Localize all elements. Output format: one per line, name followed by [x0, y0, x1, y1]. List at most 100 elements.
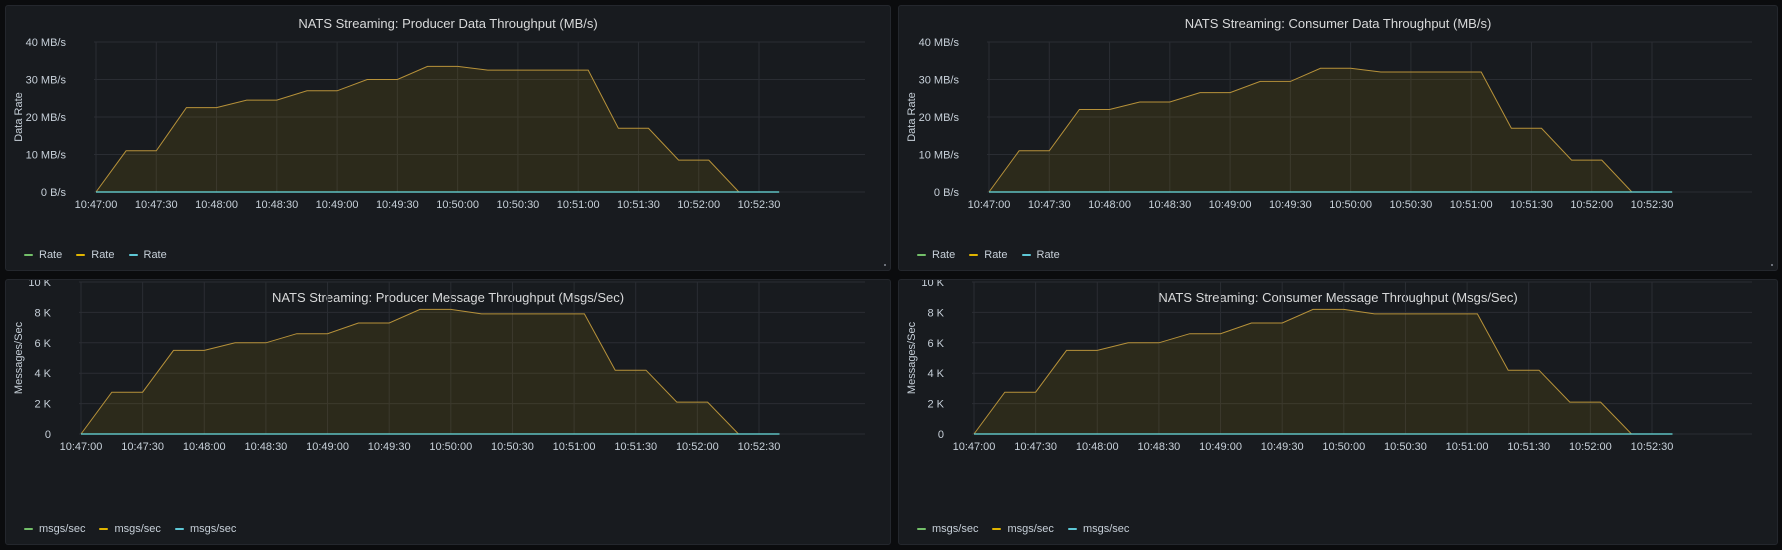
legend-item[interactable]: msgs/sec	[1067, 523, 1130, 535]
chart-consumer-data-throughput[interactable]: 0 B/s 10 MB/s 20 MB/s 30 MB/s 40 MB/s 10:47:0…	[899, 6, 1779, 272]
x-tick-label: 10:48:30	[1148, 199, 1191, 211]
x-tick-label: 10:51:30	[617, 199, 660, 211]
x-tick-label: 10:50:00	[1322, 441, 1365, 453]
legend-item[interactable]: msgs/sec	[992, 523, 1054, 535]
panel-consumer-message-throughput[interactable]: NATS Streaming: Consumer Message Through…	[898, 279, 1778, 545]
y-tick-label: 8 K	[34, 307, 51, 319]
legend-item[interactable]: msgs/sec	[24, 523, 85, 535]
legend-swatch	[76, 254, 86, 256]
x-tick-label: 10:48:30	[1137, 441, 1180, 453]
x-tick-label: 10:51:00	[557, 199, 600, 211]
legend-label: Rate	[91, 249, 115, 261]
legend-item[interactable]: Rate	[76, 249, 115, 261]
legend-label: msgs/sec	[1082, 523, 1130, 535]
y-axis-label: Messages/Sec	[906, 321, 918, 394]
y-tick-label: 10 K	[28, 280, 51, 289]
legend-item[interactable]: Rate	[1021, 249, 1060, 261]
x-tick-label: 10:47:00	[75, 199, 118, 211]
y-tick-label: 0	[45, 429, 51, 441]
x-tick-label: 10:47:30	[1014, 441, 1057, 453]
legend-item[interactable]: Rate	[24, 249, 62, 261]
legend-item[interactable]: Rate	[128, 249, 167, 261]
panel-consumer-data-throughput[interactable]: NATS Streaming: Consumer Data Throughput…	[898, 5, 1778, 271]
legend-label: Rate	[143, 249, 167, 261]
y-tick-label: 10 MB/s	[26, 150, 67, 162]
series-area	[81, 309, 780, 434]
legend-swatch	[99, 528, 109, 530]
y-tick-label: 0	[938, 429, 944, 441]
x-tick-label: 10:47:30	[135, 199, 178, 211]
panel-producer-message-throughput[interactable]: NATS Streaming: Producer Message Through…	[5, 279, 891, 545]
legend-label: Rate	[932, 249, 956, 261]
x-tick-label: 10:52:30	[1631, 441, 1674, 453]
chart-producer-data-throughput[interactable]: 0 B/s 10 MB/s 20 MB/s 30 MB/s 40 MB/s 10:47:0…	[6, 6, 892, 272]
x-tick-label: 10:51:00	[553, 441, 596, 453]
legend-item[interactable]: Rate	[969, 249, 1008, 261]
x-tick-label: 10:47:00	[60, 441, 103, 453]
x-tick-label: 10:50:00	[1329, 199, 1372, 211]
x-tick-label: 10:49:30	[1269, 199, 1312, 211]
legend-item[interactable]: msgs/sec	[917, 523, 978, 535]
panel-title[interactable]: NATS Streaming: Consumer Message Through…	[1158, 290, 1518, 305]
x-tick-label: 10:51:30	[1510, 199, 1553, 211]
x-tick-label: 10:50:00	[429, 441, 472, 453]
y-tick-label: 40 MB/s	[26, 37, 67, 49]
legend: msgs/sec msgs/sec msgs/sec	[24, 523, 236, 535]
x-tick-label: 10:52:00	[677, 199, 720, 211]
legend-label: msgs/sec	[39, 523, 86, 535]
y-tick-label: 2 K	[34, 399, 51, 411]
y-tick-label: 4 K	[34, 368, 51, 380]
panel-title[interactable]: NATS Streaming: Producer Message Through…	[271, 290, 625, 305]
resize-handle[interactable]	[884, 264, 886, 266]
chart-consumer-message-throughput[interactable]: 0 2 K 4 K 6 K 8 K 10 K 10:47:00 10:47:30 10:48:0…	[899, 280, 1779, 546]
x-tick-label: 10:47:30	[121, 441, 164, 453]
x-tick-label: 10:49:00	[1209, 199, 1252, 211]
y-axis-label: Messages/Sec	[13, 321, 25, 394]
panel-producer-data-throughput[interactable]: NATS Streaming: Producer Data Throughput…	[5, 5, 891, 271]
series-line	[973, 308, 1673, 435]
x-tick-label: 10:48:30	[244, 441, 287, 453]
y-tick-label: 0 B/s	[41, 187, 67, 199]
resize-handle[interactable]	[1771, 264, 1773, 266]
legend-swatch	[174, 528, 184, 530]
panel-title[interactable]: NATS Streaming: Producer Data Throughput…	[298, 16, 598, 31]
legend-item[interactable]: msgs/sec	[174, 523, 236, 535]
x-tick-label: 10:52:30	[738, 199, 781, 211]
x-tick-label: 10:51:30	[1507, 441, 1550, 453]
x-tick-label: 10:49:00	[1199, 441, 1242, 453]
y-tick-label: 10 K	[921, 280, 944, 289]
series-area	[974, 309, 1673, 434]
x-tick-label: 10:51:00	[1446, 441, 1489, 453]
x-tick-label: 10:50:30	[1384, 441, 1427, 453]
x-tick-label: 10:49:00	[306, 441, 349, 453]
y-tick-label: 40 MB/s	[919, 37, 960, 49]
panel-title[interactable]: NATS Streaming: Consumer Data Throughput…	[1184, 16, 1492, 31]
series-line	[95, 65, 780, 193]
legend-swatch	[128, 254, 138, 256]
legend-swatch	[917, 254, 926, 256]
x-tick-label: 10:47:30	[1028, 199, 1071, 211]
x-tick-label: 10:50:30	[1389, 199, 1432, 211]
x-tick-label: 10:50:30	[496, 199, 539, 211]
x-tick-label: 10:52:00	[1569, 441, 1612, 453]
legend-swatch	[24, 254, 33, 256]
legend: Rate Rate Rate	[24, 249, 167, 261]
y-tick-label: 8 K	[927, 307, 944, 319]
y-tick-label: 6 K	[34, 338, 51, 350]
x-tick-label: 10:49:30	[368, 441, 411, 453]
legend-label: Rate	[39, 249, 63, 261]
series-line	[80, 308, 780, 435]
legend-label: Rate	[984, 249, 1008, 261]
y-axis-label: Data Rate	[906, 92, 918, 142]
y-tick-label: 0 B/s	[934, 187, 960, 199]
legend-item[interactable]: msgs/sec	[99, 523, 161, 535]
legend-label: Rate	[1036, 249, 1060, 261]
y-tick-label: 20 MB/s	[26, 112, 67, 124]
x-tick-label: 10:48:00	[1088, 199, 1131, 211]
y-axis-label: Data Rate	[13, 92, 25, 142]
legend-label: msgs/sec	[1007, 523, 1054, 535]
y-tick-label: 2 K	[927, 399, 944, 411]
chart-producer-message-throughput[interactable]: 0 2 K 4 K 6 K 8 K 10 K 10:47:00 10:47:30 10:48:0…	[6, 280, 892, 546]
legend-swatch	[1067, 528, 1077, 530]
legend-item[interactable]: Rate	[917, 249, 955, 261]
